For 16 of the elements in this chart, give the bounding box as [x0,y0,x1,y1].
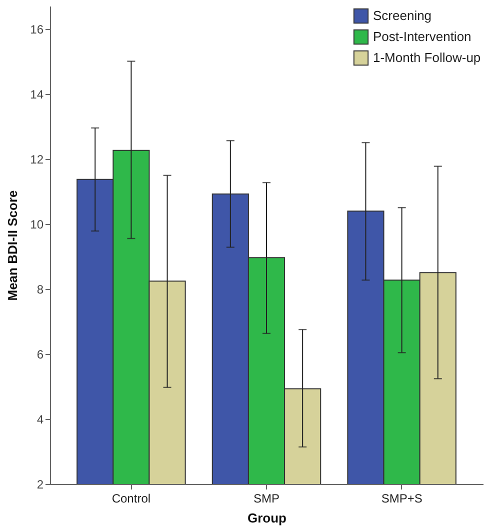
y-tick-label: 16 [30,22,44,36]
y-tick-label: 2 [36,478,44,492]
x-tick-label: Control [112,492,151,506]
y-tick-label: 12 [30,152,44,166]
x-axis-title: Group [248,510,287,526]
y-tick-label: 10 [30,217,44,232]
x-tick-label: SMP [253,492,280,506]
y-tick-label: 6 [36,347,44,362]
x-tick-label: SMP+S [381,492,422,506]
legend-label: Post-Intervention [373,29,472,44]
y-axis-title: Mean BDI-II Score [5,190,20,301]
y-tick-label: 4 [36,412,44,426]
legend-label: Screening [373,8,432,23]
legend-label: 1-Month Follow-up [373,50,481,65]
y-tick-label: 8 [36,282,44,296]
y-tick-label: 14 [30,87,44,102]
